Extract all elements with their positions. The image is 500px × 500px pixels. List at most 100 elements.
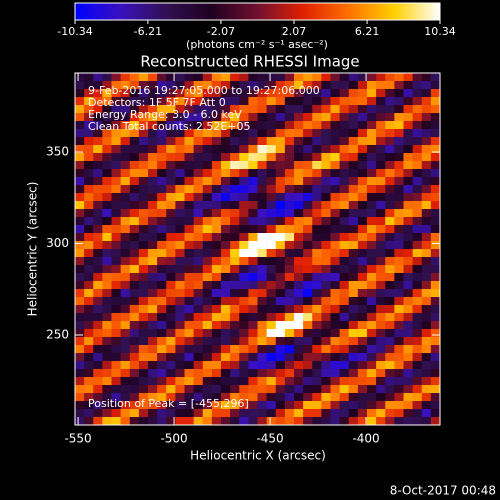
image-cell bbox=[230, 313, 240, 322]
image-cell bbox=[339, 209, 350, 218]
image-cell bbox=[348, 121, 359, 130]
image-cell bbox=[312, 217, 322, 226]
image-cell bbox=[175, 329, 185, 338]
image-cell bbox=[239, 201, 249, 210]
image-cell bbox=[175, 337, 185, 346]
image-cell bbox=[294, 137, 304, 146]
image-cell bbox=[394, 273, 404, 282]
image-cell bbox=[138, 97, 149, 106]
image-cell bbox=[75, 81, 85, 90]
image-cell bbox=[102, 161, 112, 170]
image-cell bbox=[129, 313, 140, 322]
image-cell bbox=[239, 129, 249, 138]
image-cell bbox=[157, 217, 167, 226]
image-cell bbox=[184, 193, 194, 202]
image-cell bbox=[330, 385, 340, 394]
image-cell bbox=[175, 393, 185, 402]
image-cell bbox=[166, 209, 176, 218]
image-cell bbox=[284, 313, 295, 322]
image-cell bbox=[376, 265, 386, 274]
image-cell bbox=[166, 417, 176, 426]
image-cell bbox=[248, 297, 258, 306]
image-cell bbox=[266, 401, 277, 410]
image-cell bbox=[230, 377, 240, 386]
image-cell bbox=[248, 345, 258, 354]
image-cell bbox=[430, 369, 441, 378]
image-cell bbox=[367, 225, 377, 234]
image-cell bbox=[275, 233, 286, 242]
image-cell bbox=[138, 201, 149, 210]
annotation: Energy Range: 3.0 - 6.0 keV bbox=[88, 108, 242, 121]
image-cell bbox=[303, 305, 313, 314]
image-cell bbox=[75, 97, 85, 106]
image-cell bbox=[202, 105, 213, 114]
image-cell bbox=[257, 369, 267, 378]
image-cell bbox=[257, 89, 267, 98]
image-cell bbox=[330, 201, 340, 210]
image-cell bbox=[202, 209, 213, 218]
image-cell bbox=[376, 417, 386, 426]
image-cell bbox=[348, 97, 359, 106]
image-cell bbox=[157, 297, 167, 306]
image-cell bbox=[148, 385, 158, 394]
image-cell bbox=[129, 233, 140, 242]
image-cell bbox=[257, 393, 267, 402]
image-cell bbox=[339, 113, 350, 122]
image-cell bbox=[248, 89, 258, 98]
image-cell bbox=[166, 249, 176, 258]
image-cell bbox=[175, 249, 185, 258]
image-cell bbox=[412, 145, 423, 154]
image-cell bbox=[321, 393, 331, 402]
image-cell bbox=[284, 305, 295, 314]
image-cell bbox=[257, 289, 267, 298]
image-cell bbox=[284, 161, 295, 170]
image-cell bbox=[148, 369, 158, 378]
image-cell bbox=[102, 369, 112, 378]
image-cell bbox=[321, 105, 331, 114]
image-cell bbox=[102, 265, 112, 274]
image-cell bbox=[394, 377, 404, 386]
image-cell bbox=[102, 105, 112, 114]
image-cell bbox=[339, 265, 350, 274]
image-cell bbox=[376, 249, 386, 258]
image-cell bbox=[202, 281, 213, 290]
image-cell bbox=[312, 201, 322, 210]
image-cell bbox=[303, 169, 313, 178]
image-cell bbox=[348, 369, 359, 378]
image-cell bbox=[102, 225, 112, 234]
image-cell bbox=[193, 89, 204, 98]
image-cell bbox=[257, 321, 267, 330]
image-cell bbox=[102, 145, 112, 154]
image-cell bbox=[120, 193, 131, 202]
image-cell bbox=[294, 305, 304, 314]
image-cell bbox=[157, 417, 167, 426]
image-cell bbox=[129, 185, 140, 194]
image-cell bbox=[221, 169, 231, 178]
image-cell bbox=[376, 177, 386, 186]
image-cell bbox=[266, 345, 277, 354]
image-cell bbox=[138, 113, 149, 122]
image-cell bbox=[321, 201, 331, 210]
image-cell bbox=[93, 137, 103, 146]
image-cell bbox=[184, 225, 194, 234]
image-cell bbox=[385, 209, 395, 218]
image-cell bbox=[93, 393, 103, 402]
image-cell bbox=[239, 321, 249, 330]
image-cell bbox=[430, 361, 441, 370]
image-cell bbox=[202, 169, 213, 178]
image-cell bbox=[102, 89, 112, 98]
image-cell bbox=[211, 289, 222, 298]
image-cell bbox=[421, 305, 432, 314]
image-cell bbox=[257, 409, 267, 418]
image-cell bbox=[312, 369, 322, 378]
image-cell bbox=[430, 161, 441, 170]
image-cell bbox=[148, 217, 158, 226]
image-cell bbox=[303, 225, 313, 234]
image-cell bbox=[93, 257, 103, 266]
image-cell bbox=[211, 233, 222, 242]
image-cell bbox=[294, 169, 304, 178]
image-cell bbox=[330, 249, 340, 258]
image-cell bbox=[385, 137, 395, 146]
image-cell bbox=[403, 361, 413, 370]
image-cell bbox=[412, 169, 423, 178]
